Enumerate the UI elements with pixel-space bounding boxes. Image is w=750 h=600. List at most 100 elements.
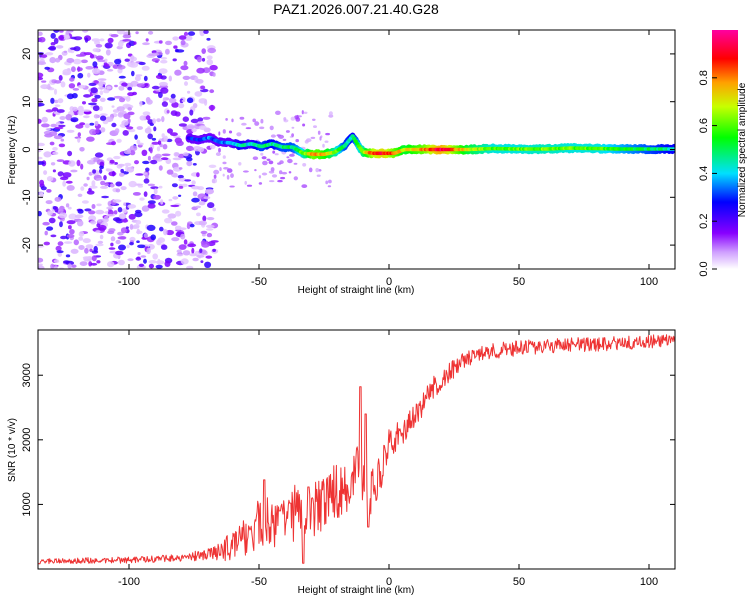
noise-speckle: [291, 133, 294, 138]
noise-speckle: [128, 213, 136, 220]
noise-speckle: [77, 220, 84, 227]
noise-speckle: [77, 137, 81, 143]
noise-speckle: [126, 166, 135, 173]
noise-speckle: [222, 129, 226, 134]
noise-speckle: [70, 248, 79, 254]
noise-speckle: [205, 188, 214, 195]
noise-speckle: [279, 170, 283, 175]
noise-speckle: [118, 97, 126, 103]
noise-speckle: [197, 117, 204, 122]
noise-speckle: [59, 221, 63, 228]
noise-speckle: [119, 172, 125, 177]
noise-speckle: [99, 234, 104, 240]
noise-speckle: [187, 90, 191, 94]
noise-speckle: [127, 204, 137, 209]
noise-speckle: [80, 59, 88, 64]
noise-speckle: [59, 30, 64, 33]
noise-speckle: [106, 86, 112, 90]
noise-speckle: [168, 198, 173, 202]
noise-speckle: [54, 206, 59, 213]
noise-speckle: [107, 230, 115, 235]
noise-speckle: [110, 242, 114, 247]
noise-speckle: [178, 194, 182, 197]
noise-speckle: [78, 245, 85, 250]
noise-speckle: [39, 179, 45, 186]
noise-speckle: [328, 179, 332, 184]
noise-speckle: [97, 78, 107, 81]
x-tick-label: -100: [118, 576, 140, 588]
noise-speckle: [98, 224, 107, 231]
noise-speckle: [173, 45, 178, 49]
noise-speckle: [244, 180, 247, 185]
noise-speckle: [127, 128, 136, 133]
chart-title: PAZ1.2026.007.21.40.G28: [273, 1, 439, 17]
noise-speckle: [210, 240, 219, 243]
noise-speckle: [207, 202, 215, 209]
noise-speckle: [239, 116, 245, 120]
noise-speckle: [287, 158, 293, 164]
noise-speckle: [65, 114, 73, 121]
noise-speckle: [206, 217, 215, 221]
noise-speckle: [167, 128, 173, 134]
noise-speckle: [165, 40, 172, 46]
noise-speckle: [291, 126, 295, 129]
noise-speckle: [151, 85, 160, 90]
noise-speckle: [83, 52, 93, 56]
y-tick-label: -20: [21, 237, 33, 253]
noise-speckle: [117, 207, 123, 213]
noise-speckle: [87, 72, 91, 78]
noise-speckle: [261, 156, 267, 160]
noise-speckle: [121, 120, 129, 126]
noise-speckle: [191, 197, 200, 203]
noise-speckle: [184, 35, 193, 41]
colorbar-tick-label: 0.8: [698, 70, 710, 85]
noise-speckle: [172, 157, 182, 161]
noise-speckle: [57, 241, 64, 246]
noise-speckle: [78, 231, 85, 237]
noise-speckle: [136, 126, 143, 130]
noise-speckle: [151, 141, 160, 145]
noise-speckle: [54, 265, 58, 269]
noise-speckle: [105, 49, 111, 56]
noise-speckle: [160, 57, 168, 60]
noise-speckle: [145, 167, 150, 172]
noise-speckle: [236, 132, 242, 137]
noise-speckle: [302, 123, 306, 127]
noise-speckle: [95, 55, 104, 61]
noise-speckle: [115, 188, 121, 193]
noise-speckle: [66, 185, 75, 191]
noise-speckle: [70, 169, 78, 173]
noise-speckle: [70, 47, 77, 50]
noise-speckle: [112, 199, 122, 203]
noise-speckle: [155, 60, 159, 63]
noise-speckle: [315, 168, 320, 173]
noise-speckle: [93, 68, 98, 73]
noise-speckle: [99, 90, 104, 96]
noise-speckle: [156, 146, 161, 152]
noise-speckle: [270, 134, 276, 138]
noise-speckle: [82, 256, 91, 260]
noise-speckle: [170, 110, 178, 116]
noise-speckle: [153, 194, 161, 200]
spectrogram-x-ticks: -100 -50 0 50 100: [118, 30, 658, 288]
noise-speckle: [195, 79, 204, 84]
noise-speckle: [195, 205, 201, 209]
noise-speckle: [53, 259, 60, 264]
spectrogram-y-label: Frequency (Hz): [7, 116, 18, 185]
noise-speckle: [134, 160, 139, 165]
noise-speckle: [88, 82, 97, 86]
noise-speckle: [97, 219, 102, 223]
noise-speckle: [190, 147, 195, 151]
noise-speckle: [91, 255, 97, 262]
noise-speckle: [155, 264, 163, 269]
noise-speckle: [182, 75, 191, 80]
noise-speckle: [53, 135, 63, 140]
noise-speckle: [177, 174, 184, 179]
noise-speckle: [38, 72, 44, 78]
noise-speckle: [203, 196, 211, 200]
noise-speckle: [206, 37, 211, 41]
noise-speckle: [198, 121, 205, 124]
noise-speckle: [101, 195, 109, 199]
noise-speckle: [200, 85, 206, 90]
noise-speckle: [178, 123, 187, 127]
